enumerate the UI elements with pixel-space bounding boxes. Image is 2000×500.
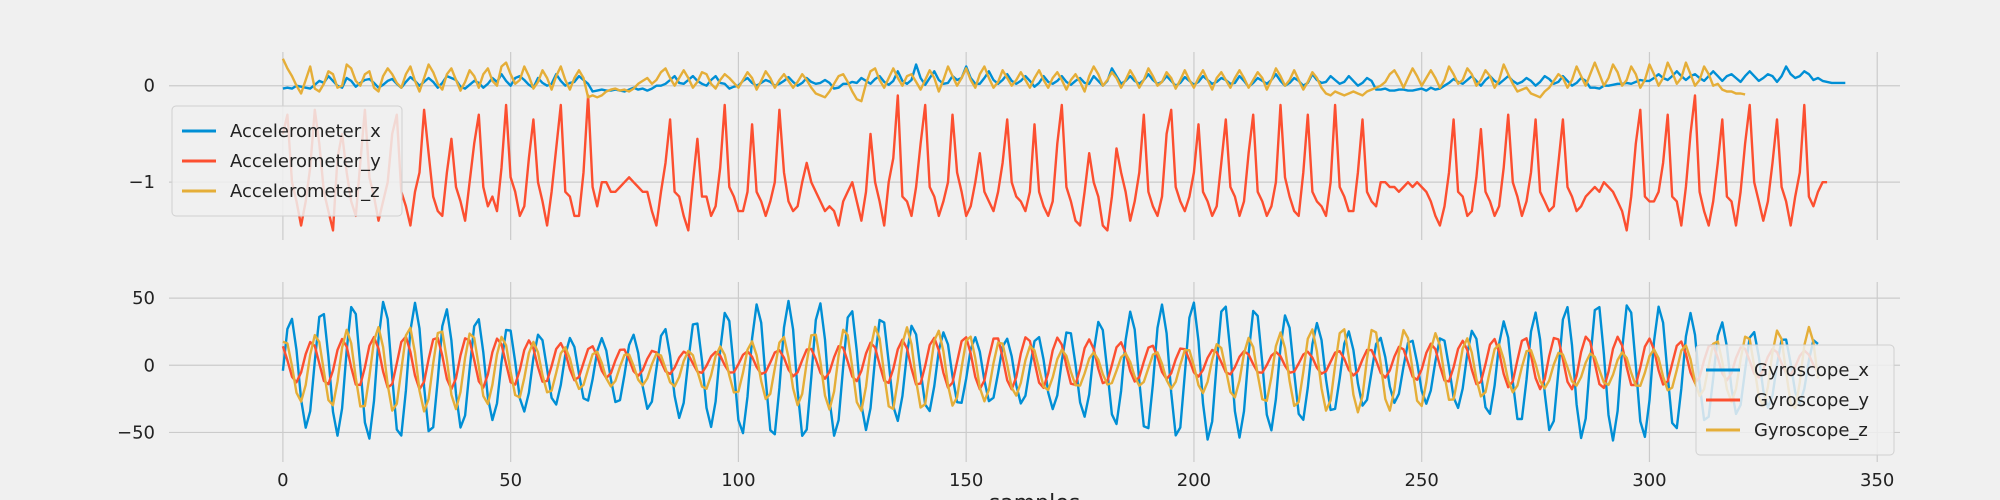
accelerometer-panel: 0 −1 Accelerometer_x Accelerometer_y Acceler… <box>128 52 1900 240</box>
y-tick-label: 50 <box>132 288 155 309</box>
series-line-accelerometer-x <box>282 63 1846 93</box>
legend-label: Gyroscope_z <box>1754 420 1868 441</box>
series-line-gyroscope-x <box>281 299 1819 442</box>
legend-label: Accelerometer_x <box>230 121 381 142</box>
x-tick-label: 250 <box>1405 470 1439 491</box>
series-line-gyroscope-z <box>282 325 1820 414</box>
y-tick-label: 0 <box>144 76 155 97</box>
series-line-accelerometer-z <box>281 58 1746 103</box>
legend-label: Accelerometer_z <box>230 181 380 202</box>
x-tick-label: 0 <box>277 470 288 491</box>
x-axis-label: samples <box>989 491 1080 500</box>
x-tick-label: 350 <box>1860 470 1894 491</box>
legend-box <box>1695 344 1895 456</box>
y-tick-label: −50 <box>117 422 155 443</box>
x-tick-label: 100 <box>721 470 755 491</box>
legend-label: Accelerometer_y <box>230 151 381 172</box>
legend-label: Gyroscope_y <box>1754 390 1869 411</box>
x-tick-label: 200 <box>1177 470 1211 491</box>
legend-label: Gyroscope_x <box>1754 360 1869 381</box>
series-line-accelerometer-y <box>281 94 1828 232</box>
x-tick-label: 150 <box>949 470 983 491</box>
y-tick-label: 0 <box>144 355 155 376</box>
x-tick-label: 50 <box>499 470 522 491</box>
legend-box <box>171 105 403 217</box>
x-tick-label: 300 <box>1632 470 1666 491</box>
gyroscope-panel: 50 0 −50 0 50 100 150 200 250 300 350 samples Gyrosc… <box>117 282 1900 500</box>
y-tick-label: −1 <box>128 172 155 193</box>
